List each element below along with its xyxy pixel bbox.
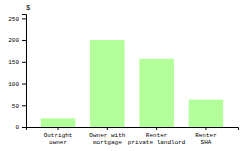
y-axis: 0 50 100 150 200 250	[8, 15, 26, 132]
x-tick-label: Owner withmortgage	[89, 132, 125, 146]
bars	[41, 40, 223, 127]
chart: 0 50 100 150 200 250 Outrightowner Owner withmo…	[0, 0, 246, 151]
x-tick-mark	[107, 127, 108, 130]
y-tick: 0	[15, 124, 26, 131]
y-axis-label: $	[26, 4, 30, 12]
bar	[90, 40, 125, 127]
y-tick-mark	[22, 18, 26, 19]
y-axis-line	[22, 15, 27, 128]
x-tick: Outrightowner	[44, 127, 73, 146]
x-tick-label-line: owner	[49, 139, 67, 146]
y-tick-mark	[22, 40, 26, 41]
x-tick-mark	[156, 127, 157, 130]
y-tick-label: 50	[12, 103, 20, 110]
y-tick: 100	[8, 81, 26, 88]
x-tick-mark	[205, 127, 206, 130]
y-tick-label: 0	[15, 124, 19, 131]
y-tick-mark	[22, 127, 26, 128]
y-tick-label: 150	[8, 59, 19, 66]
y-tick: 250	[8, 16, 26, 23]
x-tick-label-line: SHA	[201, 139, 212, 146]
bar	[189, 100, 224, 127]
y-tick-label: 200	[8, 37, 19, 44]
x-tick: RenterSHA	[195, 127, 217, 146]
y-tick-label: 250	[8, 16, 19, 23]
x-tick-mark	[58, 127, 59, 130]
bar	[41, 118, 76, 127]
y-tick: 50	[12, 103, 26, 110]
x-axis-line	[27, 128, 239, 131]
x-tick-label-line: mortgage	[93, 139, 122, 146]
y-tick: 200	[8, 37, 26, 44]
y-tick-mark	[22, 84, 26, 85]
x-tick-label: Renterprivate landlord	[128, 132, 186, 146]
x-tick: Owner withmortgage	[89, 127, 125, 146]
x-tick-label: Outrightowner	[44, 132, 73, 146]
x-tick-label: RenterSHA	[195, 132, 217, 146]
plot: 0 50 100 150 200 250 Outrightowner Owner withmo…	[8, 4, 238, 146]
x-tick: Renterprivate landlord	[128, 127, 186, 146]
y-tick-label: 100	[8, 81, 19, 88]
y-tick: 150	[8, 59, 26, 66]
y-tick-mark	[22, 62, 26, 63]
bar	[139, 59, 174, 127]
y-tick-mark	[22, 105, 26, 106]
x-tick-label-line: private landlord	[128, 139, 186, 146]
x-axis: Outrightowner Owner withmortgageRenterpri…	[27, 127, 239, 146]
